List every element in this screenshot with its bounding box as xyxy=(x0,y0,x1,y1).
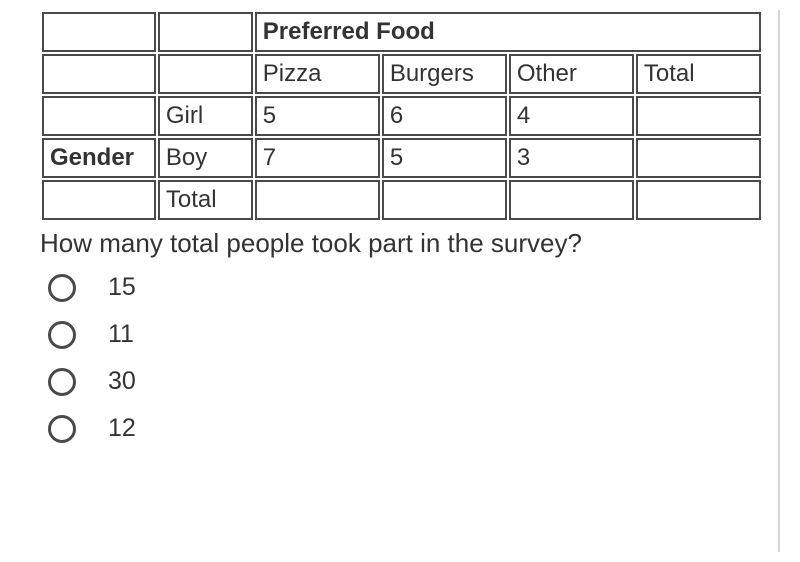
col-header-total: Total xyxy=(636,54,761,94)
option-label: 15 xyxy=(108,273,136,302)
cell-total-total xyxy=(636,180,761,220)
table-row: Gender Boy 7 5 3 xyxy=(42,138,761,178)
option-11[interactable]: 11 xyxy=(48,320,763,349)
table-row: Total xyxy=(42,180,761,220)
data-table: Preferred Food Pizza Burgers Other Total… xyxy=(40,10,763,222)
empty-cell xyxy=(42,54,156,94)
cell-boy-total xyxy=(636,138,761,178)
option-15[interactable]: 15 xyxy=(48,273,763,302)
option-label: 30 xyxy=(108,367,136,396)
radio-icon[interactable] xyxy=(48,321,76,349)
option-label: 12 xyxy=(108,414,136,443)
header-row-2: Pizza Burgers Other Total xyxy=(42,54,761,94)
empty-cell xyxy=(158,12,253,52)
side-header-gender: Gender xyxy=(42,138,156,178)
cell-boy-burgers: 5 xyxy=(382,138,507,178)
col-header-other: Other xyxy=(509,54,634,94)
options-group: 15 11 30 12 xyxy=(40,273,763,443)
empty-cell xyxy=(158,54,253,94)
cell-total-pizza xyxy=(255,180,380,220)
radio-icon[interactable] xyxy=(48,368,76,396)
cell-girl-pizza: 5 xyxy=(255,96,380,136)
cell-boy-other: 3 xyxy=(509,138,634,178)
col-header-burgers: Burgers xyxy=(382,54,507,94)
cell-girl-other: 4 xyxy=(509,96,634,136)
option-12[interactable]: 12 xyxy=(48,414,763,443)
empty-cell xyxy=(42,180,156,220)
option-label: 11 xyxy=(108,320,134,349)
cell-total-other xyxy=(509,180,634,220)
cell-boy-pizza: 7 xyxy=(255,138,380,178)
question-text: How many total people took part in the s… xyxy=(40,228,763,259)
header-row-1: Preferred Food xyxy=(42,12,761,52)
cell-total-burgers xyxy=(382,180,507,220)
table-row: Girl 5 6 4 xyxy=(42,96,761,136)
radio-icon[interactable] xyxy=(48,274,76,302)
content-wrapper: Preferred Food Pizza Burgers Other Total… xyxy=(40,10,780,552)
row-label-girl: Girl xyxy=(158,96,253,136)
col-header-pizza: Pizza xyxy=(255,54,380,94)
cell-girl-total xyxy=(636,96,761,136)
empty-cell xyxy=(42,12,156,52)
row-label-boy: Boy xyxy=(158,138,253,178)
empty-cell xyxy=(42,96,156,136)
cell-girl-burgers: 6 xyxy=(382,96,507,136)
row-label-total: Total xyxy=(158,180,253,220)
radio-icon[interactable] xyxy=(48,415,76,443)
top-header-cell: Preferred Food xyxy=(255,12,761,52)
option-30[interactable]: 30 xyxy=(48,367,763,396)
